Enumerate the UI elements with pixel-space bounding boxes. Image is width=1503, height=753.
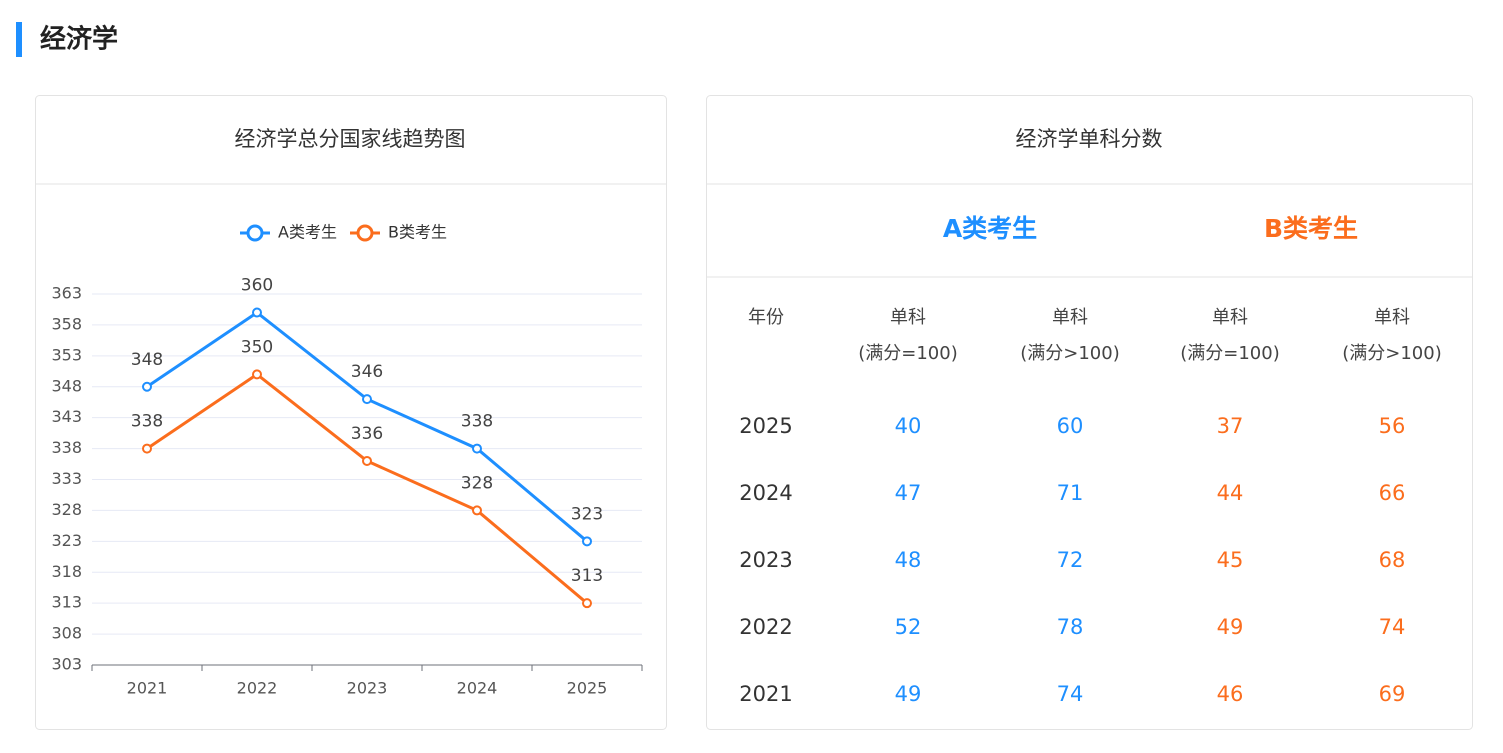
score-cell: 72 — [1057, 548, 1084, 572]
legend-label: B类考生 — [388, 223, 447, 242]
section-title: 经济学 — [40, 24, 118, 55]
score-cell: 71 — [1057, 481, 1084, 505]
y-tick-label: 363 — [51, 284, 82, 303]
table-title: 经济学单科分数 — [1016, 127, 1163, 151]
score-cell: 74 — [1057, 682, 1084, 706]
legend-label: A类考生 — [278, 223, 337, 242]
column-header: 单科 — [890, 307, 926, 328]
data-label: 360 — [241, 276, 273, 296]
data-point — [142, 381, 152, 392]
data-label: 338 — [461, 412, 493, 432]
year-cell: 2025 — [739, 414, 792, 438]
column-note: (满分=100) — [1180, 343, 1279, 364]
data-point — [472, 505, 482, 516]
column-note: (满分>100) — [1342, 343, 1441, 364]
x-tick-label: 2022 — [237, 679, 278, 698]
column-header: 单科 — [1374, 307, 1410, 328]
score-cell: 60 — [1057, 414, 1084, 438]
y-tick-label: 318 — [51, 562, 82, 581]
data-point — [362, 394, 372, 405]
score-cell: 56 — [1379, 414, 1406, 438]
score-cell: 78 — [1057, 615, 1084, 639]
column-note: (满分>100) — [1020, 343, 1119, 364]
chart-card — [35, 95, 667, 730]
score-cell: 52 — [895, 615, 922, 639]
y-tick-label: 343 — [51, 407, 82, 426]
data-point — [582, 598, 592, 609]
y-tick-label: 348 — [51, 376, 82, 395]
table-card — [706, 95, 1473, 730]
data-label: 338 — [131, 412, 163, 432]
data-label: 348 — [131, 350, 163, 370]
y-tick-label: 303 — [51, 655, 82, 674]
y-tick-label: 308 — [51, 624, 82, 643]
data-label: 328 — [461, 473, 493, 493]
data-point — [252, 307, 262, 318]
group-header: A类考生 — [943, 214, 1037, 243]
x-tick-label: 2025 — [567, 679, 608, 698]
year-cell: 2024 — [739, 481, 792, 505]
score-cell: 45 — [1217, 548, 1244, 572]
score-cell: 48 — [895, 548, 922, 572]
data-point — [142, 443, 152, 454]
score-cell: 37 — [1217, 414, 1244, 438]
year-cell: 2021 — [739, 682, 792, 706]
x-tick-label: 2024 — [457, 679, 498, 698]
column-header: 单科 — [1052, 307, 1088, 328]
y-tick-label: 328 — [51, 500, 82, 519]
y-tick-label: 338 — [51, 438, 82, 457]
column-header: 单科 — [1212, 307, 1248, 328]
score-cell: 44 — [1217, 481, 1244, 505]
legend-marker — [246, 224, 264, 242]
y-tick-label: 353 — [51, 345, 82, 364]
data-point — [582, 536, 592, 547]
y-tick-label: 333 — [51, 469, 82, 488]
year-cell: 2023 — [739, 548, 792, 572]
data-point — [252, 369, 262, 380]
score-cell: 49 — [1217, 615, 1244, 639]
score-cell: 68 — [1379, 548, 1406, 572]
data-label: 336 — [351, 424, 383, 444]
y-tick-label: 358 — [51, 314, 82, 333]
score-cell: 40 — [895, 414, 922, 438]
chart-title: 经济学总分国家线趋势图 — [235, 127, 466, 151]
score-cell: 47 — [895, 481, 922, 505]
data-label: 350 — [241, 337, 273, 357]
x-tick-label: 2023 — [347, 679, 388, 698]
title-bar — [16, 22, 22, 57]
score-cell: 66 — [1379, 481, 1406, 505]
data-label: 346 — [351, 362, 383, 382]
score-cell: 46 — [1217, 682, 1244, 706]
column-note: (满分=100) — [858, 343, 957, 364]
year-cell: 2022 — [739, 615, 792, 639]
score-cell: 49 — [895, 682, 922, 706]
data-label: 313 — [571, 566, 603, 586]
column-header: 年份 — [748, 307, 784, 328]
group-header: B类考生 — [1264, 214, 1358, 243]
data-point — [472, 443, 482, 454]
x-tick-label: 2021 — [127, 679, 168, 698]
data-point — [362, 455, 372, 466]
score-cell: 74 — [1379, 615, 1406, 639]
legend-marker — [356, 224, 374, 242]
y-tick-label: 313 — [51, 593, 82, 612]
data-label: 323 — [571, 504, 603, 524]
score-cell: 69 — [1379, 682, 1406, 706]
y-tick-label: 323 — [51, 531, 82, 550]
